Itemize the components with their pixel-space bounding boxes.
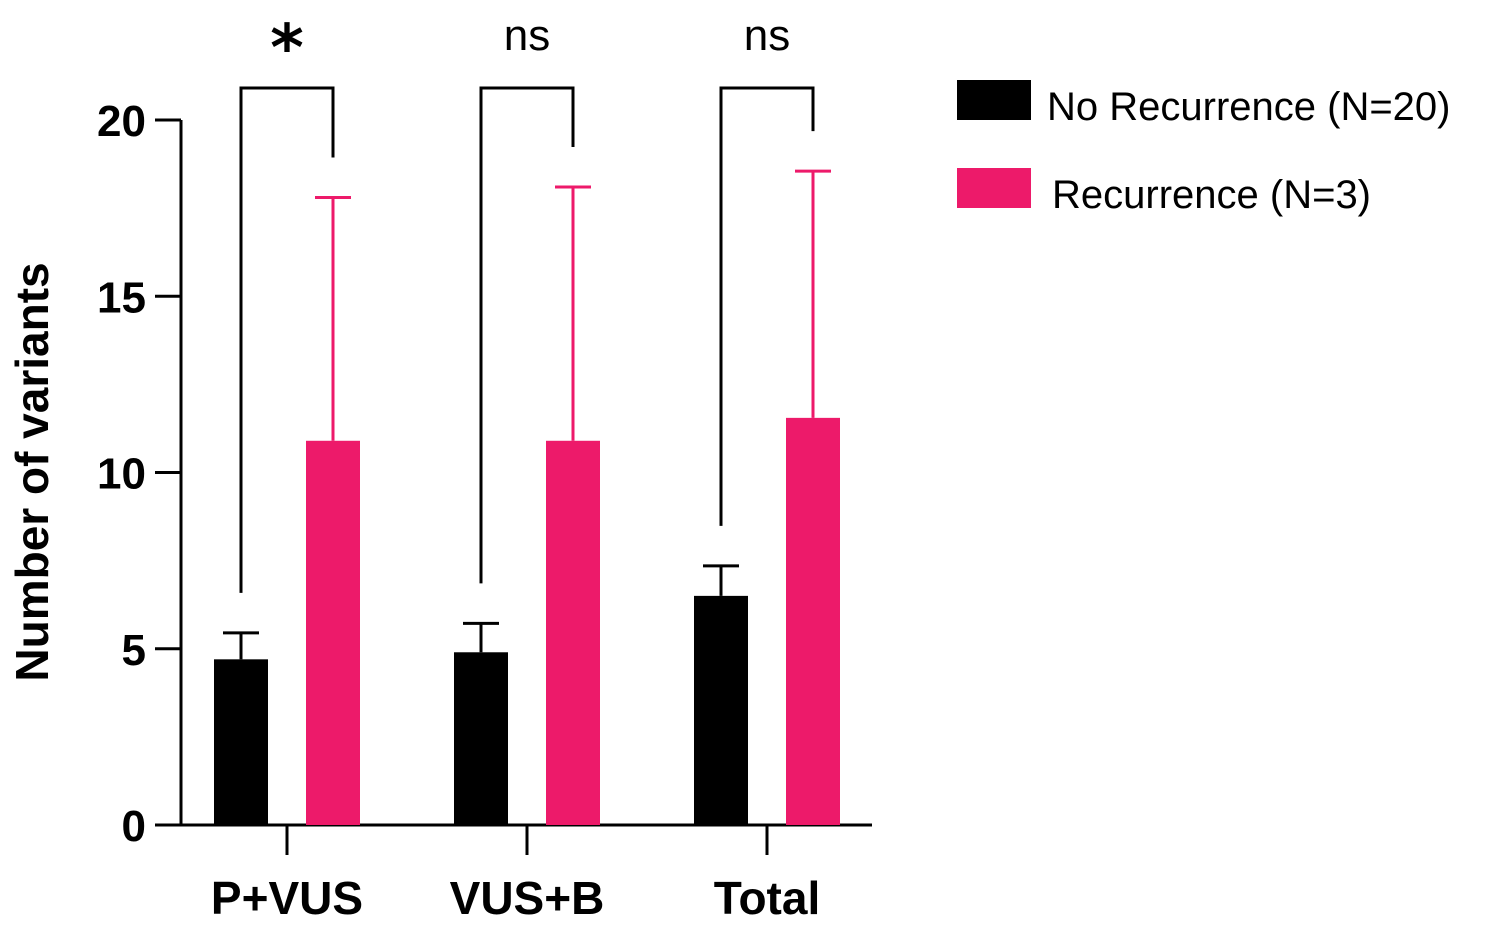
significance-label: ns — [744, 11, 790, 60]
significance-brackets: * ns ns — [239, 11, 815, 593]
bar-recurrence — [786, 417, 840, 825]
bar-no-recurrence — [454, 652, 508, 825]
significance-bracket — [239, 86, 335, 593]
legend-label: Recurrence (N=3) — [1052, 173, 1371, 217]
x-tick-label: P+VUS — [211, 872, 363, 924]
significance-bracket — [719, 86, 815, 526]
bar-recurrence — [306, 440, 360, 825]
legend-swatch — [957, 168, 1031, 208]
axes: 0 5 10 15 20 Number of variants P+VUS VUS+B Tota… — [6, 97, 872, 924]
y-tick-label: 15 — [97, 273, 146, 322]
significance-label: ns — [504, 11, 550, 60]
bar-recurrence — [546, 440, 600, 825]
y-tick-label: 20 — [97, 97, 146, 146]
legend-swatch — [957, 80, 1031, 120]
legend-label: No Recurrence (N=20) — [1047, 85, 1451, 129]
x-tick-label: Total — [714, 872, 820, 924]
y-tick-label: 10 — [97, 450, 146, 499]
significance-bracket — [479, 86, 575, 584]
y-tick-label: 0 — [122, 802, 146, 851]
bar-no-recurrence — [694, 595, 748, 825]
error-bars — [223, 169, 831, 660]
x-tick-label: VUS+B — [450, 872, 605, 924]
significance-label: * — [270, 12, 303, 86]
y-axis-title: Number of variants — [6, 262, 58, 681]
bar-no-recurrence — [214, 659, 268, 825]
legend: No Recurrence (N=20) Recurrence (N=3) — [957, 80, 1451, 217]
y-tick-label: 5 — [122, 626, 146, 675]
bars — [214, 417, 840, 825]
